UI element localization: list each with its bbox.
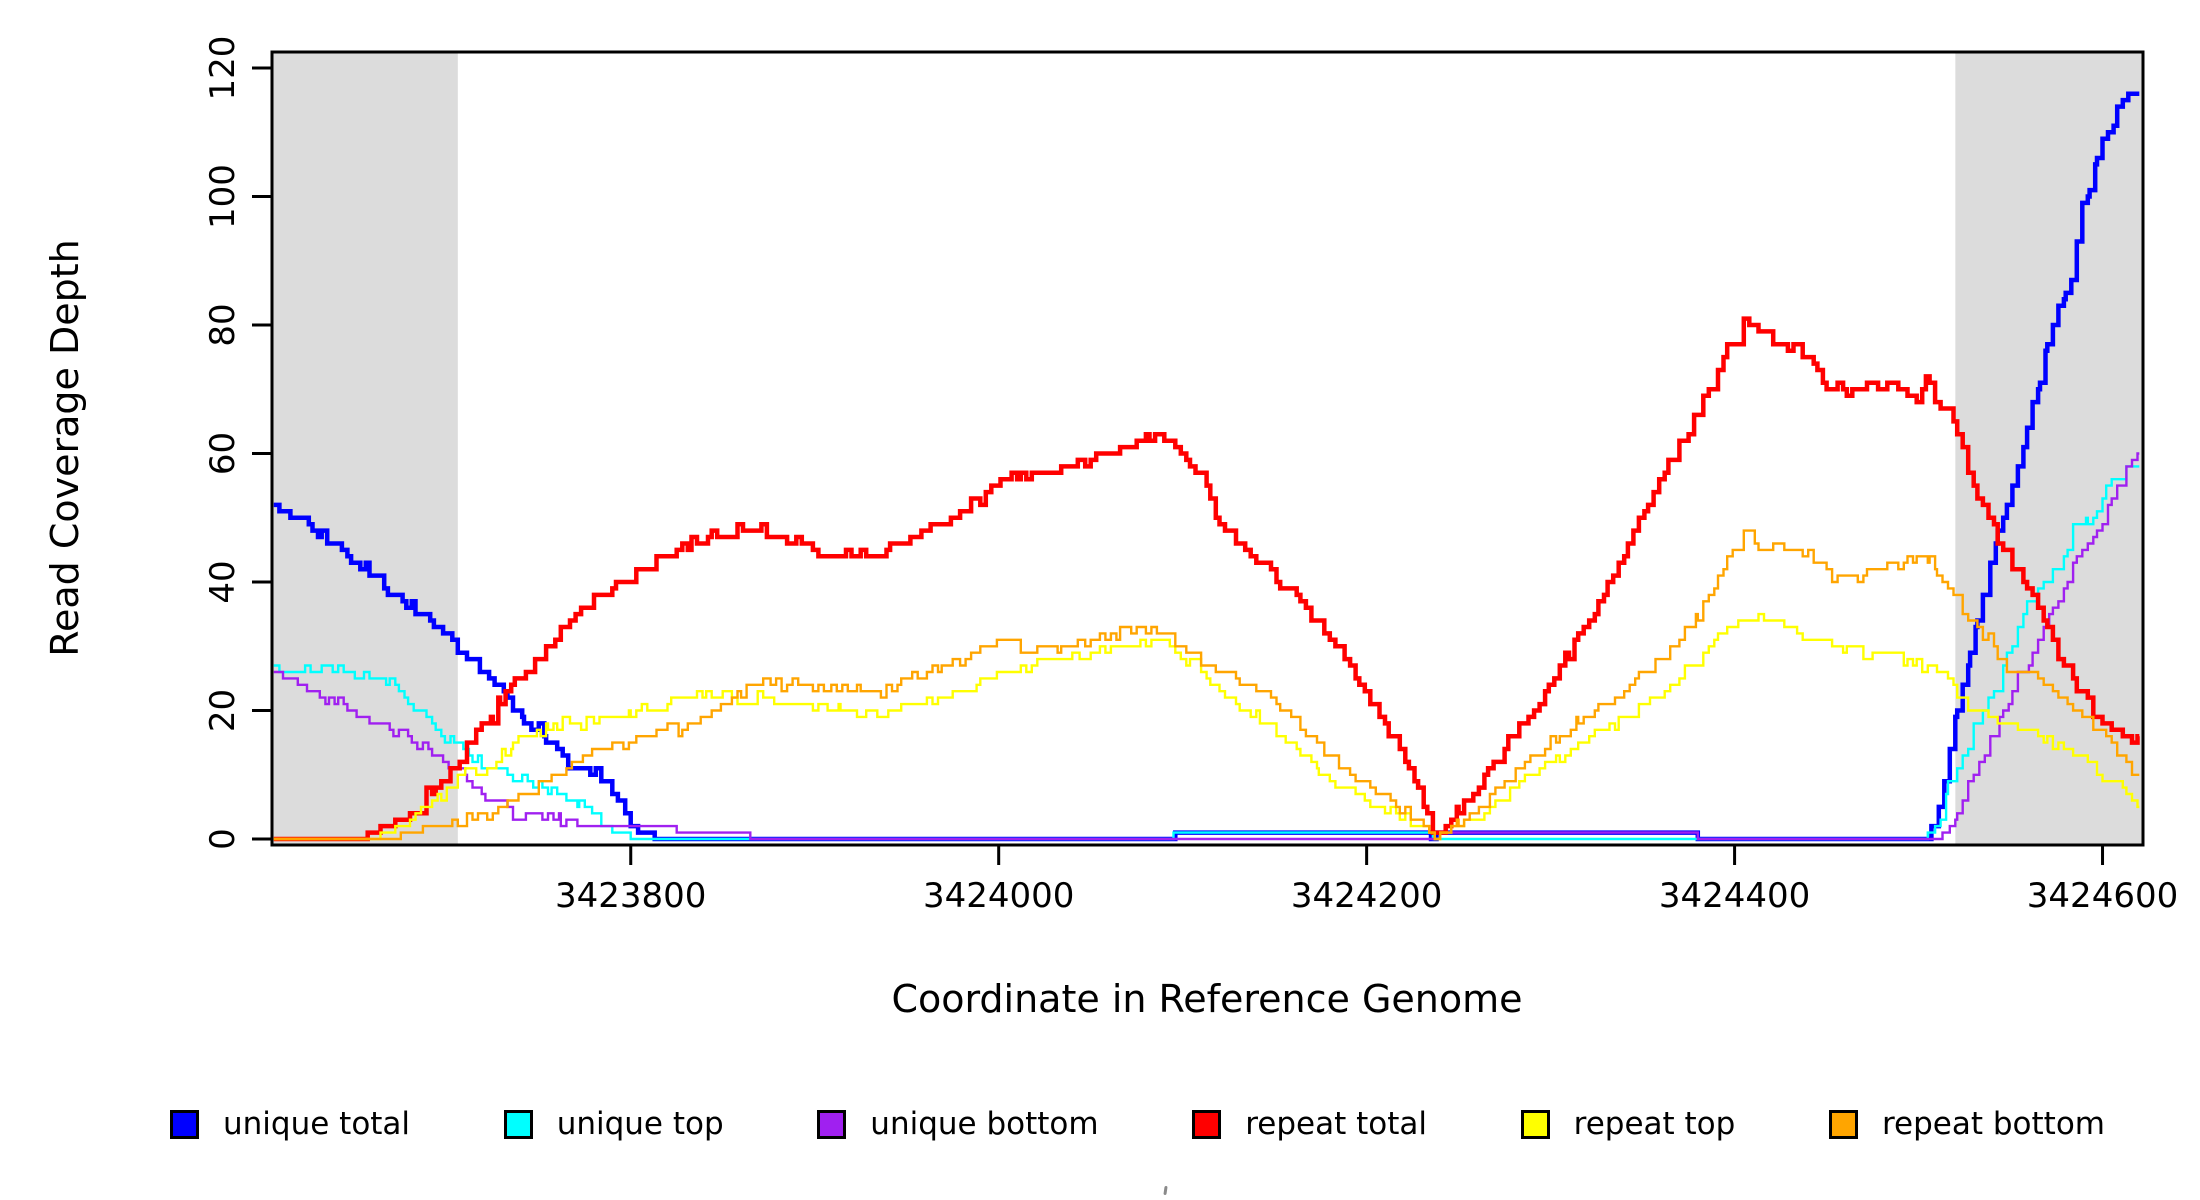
- legend-swatch-icon: [503, 1109, 533, 1139]
- y-tick-label: 120: [203, 36, 243, 101]
- y-tick-label: 80: [203, 303, 243, 346]
- legend-item-repeat-bottom: repeat bottom: [1828, 1106, 2105, 1142]
- shaded-region: [1955, 52, 2143, 845]
- y-tick-label: 0: [203, 828, 243, 850]
- series-line-repeat-bottom: [273, 529, 2140, 841]
- legend-label: unique total: [223, 1106, 411, 1142]
- legend-label: unique bottom: [870, 1106, 1099, 1142]
- legend-swatch-icon: [817, 1109, 847, 1139]
- legend-label: repeat bottom: [1881, 1106, 2105, 1142]
- series-line-repeat-total: [273, 316, 2140, 842]
- legend-item-unique-total: unique total: [170, 1106, 410, 1142]
- legend-item-unique-bottom: unique bottom: [817, 1106, 1099, 1142]
- series-line-repeat-top: [273, 612, 2140, 841]
- series-line-unique-top: [273, 465, 2140, 841]
- legend-item-repeat-top: repeat top: [1520, 1106, 1736, 1142]
- x-tick-label: 3424000: [923, 876, 1074, 916]
- legend-swatch-icon: [1520, 1109, 1550, 1139]
- legend-label: repeat top: [1573, 1106, 1736, 1142]
- x-tick-label: 3424200: [1291, 876, 1442, 916]
- legend-swatch-icon: [1828, 1109, 1858, 1139]
- y-tick-label: 100: [203, 164, 243, 229]
- legend: unique total unique top unique bottom repea…: [170, 1106, 2105, 1142]
- y-tick-label: 40: [203, 560, 243, 603]
- x-axis-title: Coordinate in Reference Genome: [891, 977, 1522, 1021]
- x-tick-label: 3423800: [555, 876, 706, 916]
- legend-item-unique-top: unique top: [503, 1106, 724, 1142]
- legend-swatch-icon: [1192, 1109, 1222, 1139]
- y-tick-label: 60: [203, 432, 243, 475]
- y-tick-label: 20: [203, 689, 243, 732]
- legend-label: unique top: [556, 1106, 724, 1142]
- series-line-unique-total: [273, 91, 2140, 842]
- plot-frame: [270, 50, 2145, 847]
- shaded-region: [272, 52, 458, 845]
- x-tick-label: 3424400: [1659, 876, 1810, 916]
- legend-swatch-icon: [170, 1109, 199, 1139]
- chart-canvas: 3423800 3424000 3424200 3424400 3424600 0 20 40…: [43, 36, 2178, 1021]
- stray-mark: [1163, 1185, 1168, 1196]
- y-axis-title: Read Coverage Depth: [43, 239, 87, 656]
- series-line-unique-bottom: [273, 452, 2140, 841]
- legend-label: repeat total: [1245, 1106, 1427, 1142]
- legend-item-repeat-total: repeat total: [1192, 1106, 1427, 1142]
- x-tick-label: 3424600: [2027, 876, 2178, 916]
